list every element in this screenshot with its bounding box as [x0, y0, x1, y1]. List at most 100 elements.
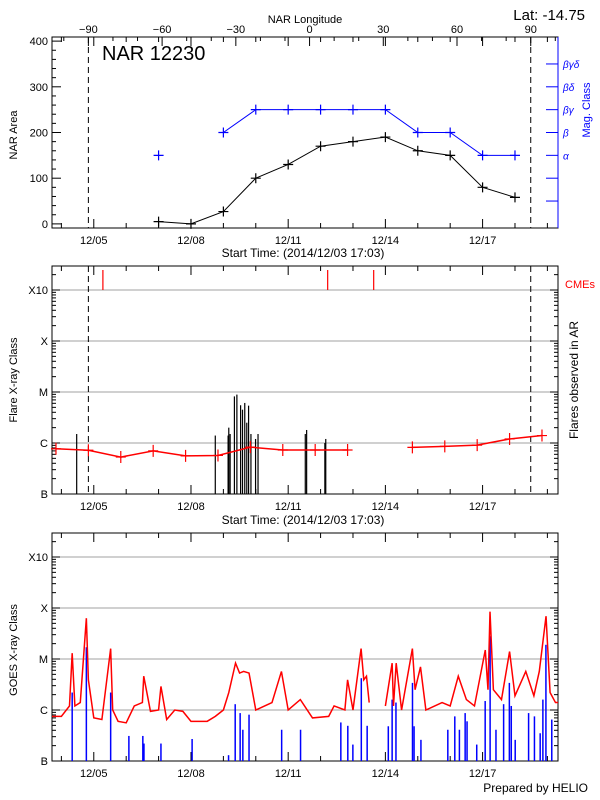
area-point [250, 173, 261, 184]
panel2-xtick-label: 12/11 [275, 501, 302, 513]
panel3-xtick-label: 12/05 [80, 768, 108, 780]
area-point [185, 218, 196, 229]
panel3-ytick-label: C [40, 705, 48, 717]
area-point [380, 132, 391, 143]
mag-class-point [445, 127, 456, 138]
flare-average-point [407, 441, 418, 454]
area-point [153, 216, 164, 227]
mag-class-point [380, 104, 391, 115]
panel1-xlabel: Start Time: (2014/12/03 17:03) [222, 246, 385, 260]
panel2-xlabel: Start Time: (2014/12/03 17:03) [222, 513, 385, 527]
panel2-xtick-label: 12/17 [469, 501, 497, 513]
panel1-ytick-label: 0 [42, 219, 48, 231]
mag-class-point [315, 104, 326, 115]
flare-average-point [342, 443, 353, 456]
panel1-xtick-label: 12/05 [80, 235, 108, 247]
flare-average-point [115, 451, 126, 464]
mag-class-line [223, 109, 515, 156]
panel1-ytick-label: 200 [30, 128, 48, 140]
area-point [347, 136, 358, 147]
mag-class-tick-label: βγ [562, 106, 575, 117]
flare-average-point [277, 443, 288, 456]
panel2-ytick-label: M [39, 387, 48, 399]
area-point [477, 182, 488, 193]
panel1-xtick-label: 12/14 [372, 235, 400, 247]
panel1-xtick-label: 12/17 [469, 235, 497, 247]
longitude-tick-label: 90 [525, 24, 537, 36]
flare-average-point [50, 442, 61, 455]
mag-class-point [509, 150, 520, 161]
panel3-xtick-label: 12/17 [469, 768, 497, 780]
mag-class-point [153, 150, 164, 161]
flare-average-point [180, 449, 191, 462]
goes-long-line [52, 618, 370, 724]
cme-label: CMEs [565, 279, 595, 291]
panel2-ytick-label: X10 [28, 285, 48, 297]
panel3-ytick-label: B [41, 756, 48, 768]
flare-average-point [310, 443, 321, 456]
panel2-ylabel: Flare X-ray Class [8, 337, 20, 422]
mag-class-point [412, 127, 423, 138]
mag-class-tick-label: β [562, 129, 569, 140]
flare-average-point [439, 440, 450, 453]
panel1-y2label: Mag. Class [581, 82, 593, 138]
area-point [283, 159, 294, 170]
flare-average-point [245, 441, 256, 454]
panel2-xtick-label: 12/05 [80, 501, 108, 513]
panel3-xtick-label: 12/14 [372, 768, 400, 780]
panel1-ylabel: NAR Area [8, 110, 20, 160]
lat-label: Lat: -14.75 [513, 7, 585, 24]
panel1-ytick-label: 300 [30, 82, 48, 94]
mag-class-point [283, 104, 294, 115]
longitude-tick-label: −90 [79, 24, 98, 36]
mag-class-point [218, 127, 229, 138]
mag-class-point [347, 104, 358, 115]
area-point [218, 206, 229, 217]
flare-average-point [148, 444, 159, 457]
panel2-y2label: Flares observed in AR [567, 321, 581, 439]
panel2-ytick-label: X [41, 336, 49, 348]
longitude-tick-label: 0 [306, 24, 312, 36]
panel2-xtick-label: 12/14 [372, 501, 400, 513]
mag-class-tick-label: βδ [562, 83, 575, 94]
panel3-xtick-label: 12/11 [275, 768, 302, 780]
panel2-ytick-label: B [41, 489, 48, 501]
footer-credit: Prepared by HELIO [483, 781, 588, 795]
panel3-ytick-label: X10 [28, 552, 48, 564]
panel3-ytick-label: M [39, 654, 48, 666]
flare-average-point [83, 444, 94, 457]
panel1-xtick-label: 12/11 [275, 235, 302, 247]
panel3-xtick-label: 12/08 [177, 768, 205, 780]
area-series-line [158, 136, 516, 225]
longitude-tick-label: −30 [226, 24, 245, 36]
panel1-xtick-label: 12/08 [177, 235, 205, 247]
flare-average-point [504, 432, 515, 445]
longitude-tick-label: −60 [153, 24, 172, 36]
longitude-tick-label: 60 [451, 24, 463, 36]
mag-class-point [477, 150, 488, 161]
panel2-xtick-label: 12/08 [177, 501, 205, 513]
flare-average-point [212, 449, 223, 462]
panel3-frame [51, 532, 559, 762]
mag-class-point [250, 104, 261, 115]
panel1-ytick-label: 400 [30, 36, 48, 48]
area-point [315, 141, 326, 152]
mag-class-tick-label: βγδ [562, 60, 580, 71]
flare-average-point [536, 429, 547, 442]
panel3-ylabel: GOES X-ray Class [8, 604, 20, 696]
area-point [445, 150, 456, 161]
mag-class-tick-label: α [563, 151, 569, 162]
longitude-axis-label: NAR Longitude [268, 14, 343, 26]
flare-average-point [472, 439, 483, 452]
area-point [412, 145, 423, 156]
longitude-tick-label: 30 [377, 24, 389, 36]
panel1-title: NAR 12230 [102, 43, 205, 65]
goes-long-line [384, 611, 558, 712]
panel1-frame [51, 36, 559, 229]
flare-average-line [55, 446, 348, 458]
panel3-ytick-label: X [41, 603, 49, 615]
area-point [509, 192, 520, 203]
panel2-ytick-label: C [40, 438, 48, 450]
